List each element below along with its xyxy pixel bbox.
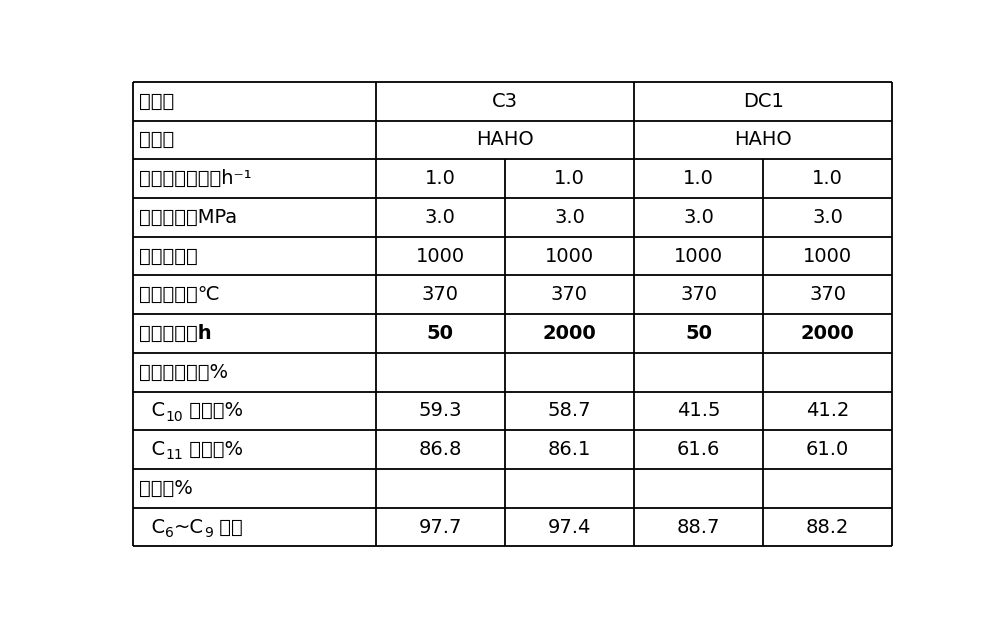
Text: 370: 370 [422,285,459,304]
Text: 370: 370 [809,285,846,304]
Text: 1000: 1000 [674,246,723,266]
Text: 运转时间，h: 运转时间，h [139,324,212,343]
Text: 59.3: 59.3 [419,401,462,420]
Text: 2000: 2000 [801,324,855,343]
Text: 6: 6 [165,526,174,540]
Text: 3.0: 3.0 [554,208,585,227]
Text: 9: 9 [204,526,213,540]
Text: 氢油体积比: 氢油体积比 [139,246,198,266]
Text: C: C [139,401,165,420]
Text: 88.7: 88.7 [677,518,720,537]
Text: 11: 11 [165,448,183,462]
Text: 芳烃，%: 芳烃，% [183,440,243,459]
Text: 50: 50 [685,324,712,343]
Text: 1.0: 1.0 [554,169,585,188]
Text: 88.2: 88.2 [806,518,849,537]
Text: 61.0: 61.0 [806,440,849,459]
Text: 单程转化率，%: 单程转化率，% [139,363,228,382]
Text: 3.0: 3.0 [683,208,714,227]
Text: 芳烃: 芳烃 [213,518,243,537]
Text: C: C [139,518,165,537]
Text: 370: 370 [551,285,588,304]
Text: DC1: DC1 [743,91,784,111]
Text: 86.8: 86.8 [419,440,462,459]
Text: 1.0: 1.0 [812,169,843,188]
Text: 97.4: 97.4 [548,518,591,537]
Text: ~C: ~C [174,518,204,537]
Text: 1000: 1000 [803,246,852,266]
Text: 1.0: 1.0 [425,169,456,188]
Text: 10: 10 [165,410,183,424]
Text: 58.7: 58.7 [548,401,591,420]
Text: 86.1: 86.1 [548,440,591,459]
Text: C: C [139,440,165,459]
Text: 液时体积空速，h⁻¹: 液时体积空速，h⁻¹ [139,169,252,188]
Text: 3.0: 3.0 [812,208,843,227]
Text: 1.0: 1.0 [683,169,714,188]
Text: HAHO: HAHO [476,131,534,149]
Text: 41.5: 41.5 [677,401,720,420]
Text: 芳烃，%: 芳烃，% [183,401,243,420]
Text: 反应温度，℃: 反应温度，℃ [139,285,220,304]
Text: 50: 50 [427,324,454,343]
Text: 97.7: 97.7 [419,518,462,537]
Text: 41.2: 41.2 [806,401,849,420]
Text: 2000: 2000 [543,324,596,343]
Text: HAHO: HAHO [734,131,792,149]
Text: 1000: 1000 [545,246,594,266]
Text: C3: C3 [492,91,518,111]
Text: 61.6: 61.6 [677,440,720,459]
Text: 原料油: 原料油 [139,131,174,149]
Text: 1000: 1000 [416,246,465,266]
Text: 3.0: 3.0 [425,208,456,227]
Text: 产率，%: 产率，% [139,479,193,498]
Text: 催化剂: 催化剂 [139,91,174,111]
Text: 370: 370 [680,285,717,304]
Text: 反应压力，MPa: 反应压力，MPa [139,208,237,227]
